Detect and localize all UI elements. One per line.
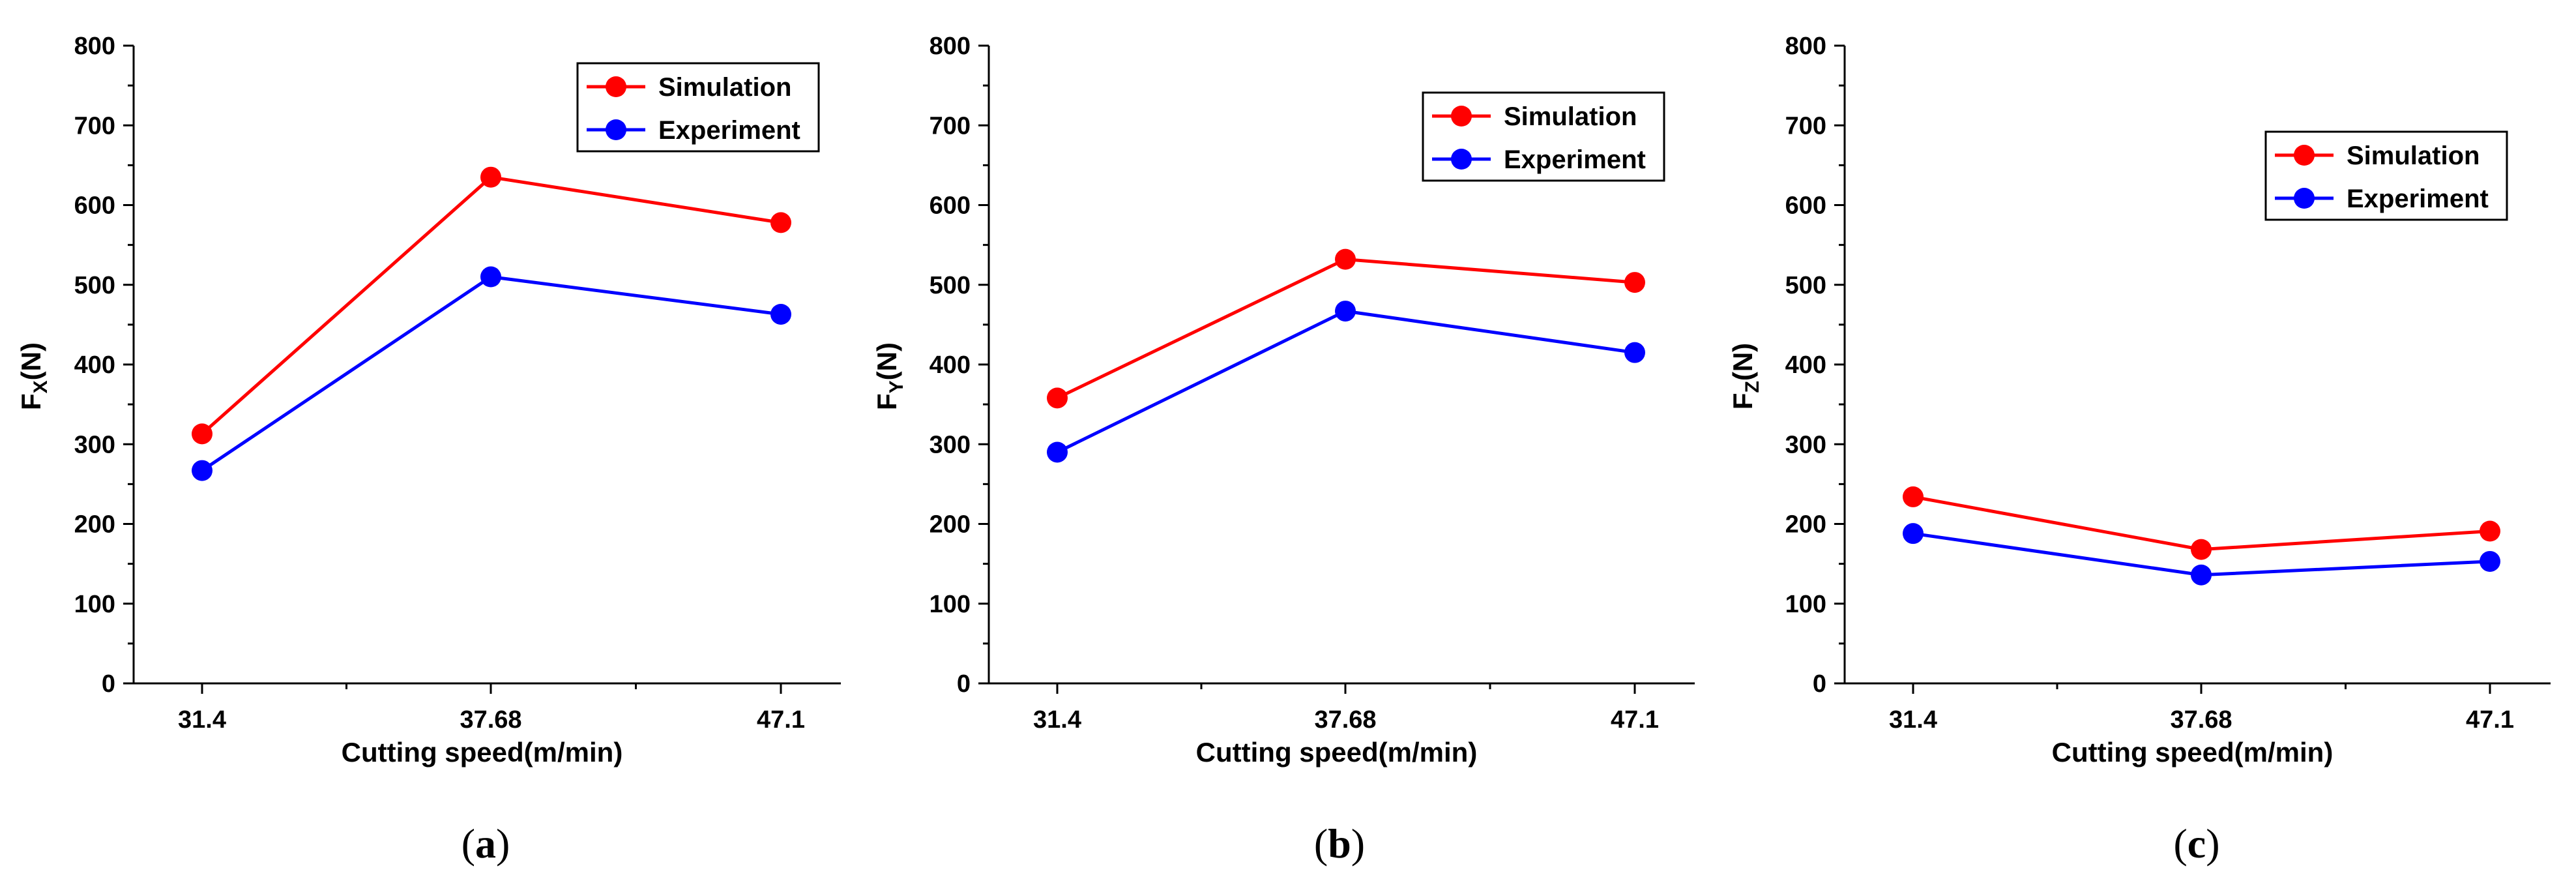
y-axis-label: FZ(N) [1727, 343, 1763, 410]
y-tick-label: 400 [1785, 351, 1826, 379]
series-line-experiment [1056, 309, 1635, 454]
x-axis-label: Cutting speed(m/min) [342, 737, 623, 767]
x-tick-label: 47.1 [1611, 706, 1659, 734]
y-tick-label: 600 [929, 192, 971, 220]
x-tick-label: 37.68 [2170, 706, 2232, 734]
panel-caption: (a) [461, 820, 510, 867]
legend-marker-experiment [606, 119, 626, 140]
panel-caption: (b) [1314, 820, 1365, 867]
data-point-simulation [1335, 248, 1356, 270]
data-point-simulation [770, 212, 791, 233]
legend-marker-simulation [606, 76, 626, 97]
data-point-experiment [192, 460, 212, 481]
x-axis-label: Cutting speed(m/min) [1196, 737, 1478, 767]
y-tick-label: 800 [74, 33, 115, 60]
y-axis-label: FX(N) [16, 342, 51, 410]
legend-label-experiment: Experiment [2347, 185, 2489, 213]
x-axis-label: Cutting speed(m/min) [2052, 737, 2334, 767]
data-point-simulation [1624, 272, 1645, 293]
data-point-simulation [1903, 486, 1924, 507]
x-tick-label: 37.68 [1314, 706, 1376, 734]
data-point-experiment [1903, 523, 1924, 544]
y-tick-label: 200 [929, 511, 971, 539]
y-tick-label: 0 [957, 670, 971, 698]
y-tick-label: 600 [1785, 192, 1826, 220]
legend-label-simulation: Simulation [658, 73, 791, 102]
y-tick-label: 200 [74, 511, 115, 539]
y-tick-label: 400 [74, 351, 115, 379]
data-point-experiment [770, 303, 791, 325]
legend-label-experiment: Experiment [1504, 145, 1646, 174]
legend-marker-experiment [1451, 149, 1472, 170]
chart-panel-c: 0 100 200 300 400 500 600 700 800 31.4 37.68 47.1 Cu… [1727, 33, 2551, 867]
data-point-experiment [1624, 342, 1645, 363]
data-point-experiment [1047, 441, 1068, 463]
data-point-experiment [480, 266, 501, 288]
y-tick-label: 100 [929, 591, 971, 618]
panel-caption: (c) [2173, 820, 2219, 867]
x-tick-label: 31.4 [1889, 706, 1937, 734]
y-axis-label: FY(N) [871, 342, 907, 410]
data-point-simulation [2191, 539, 2212, 560]
legend-marker-experiment [2294, 188, 2315, 209]
y-tick-label: 500 [1785, 272, 1826, 299]
y-tick-label: 500 [929, 272, 971, 299]
legend-label-simulation: Simulation [2347, 142, 2480, 170]
series-line-simulation [1056, 258, 1635, 400]
chart-panel-a: 0 100 200 300 400 500 600 700 800 31.4 37.68 47.1 Cu… [16, 33, 841, 867]
data-point-simulation [2480, 520, 2500, 542]
y-tick-label: 300 [929, 431, 971, 458]
y-tick-label: 700 [929, 112, 971, 140]
y-tick-label: 300 [1785, 431, 1826, 458]
data-point-simulation [192, 423, 212, 445]
series-line-simulation [201, 175, 782, 436]
x-tick-label: 31.4 [178, 706, 226, 734]
y-tick-label: 800 [929, 33, 971, 60]
legend-label-simulation: Simulation [1504, 102, 1637, 131]
y-tick-label: 100 [74, 591, 115, 618]
chart-panel-b: 0 100 200 300 400 500 600 700 800 31.4 37.68 47.1 Cu… [871, 33, 1695, 867]
y-tick-label: 700 [1785, 112, 1826, 140]
data-point-experiment [2191, 564, 2212, 586]
data-point-simulation [480, 166, 501, 188]
y-tick-label: 0 [1813, 670, 1826, 698]
y-tick-label: 600 [74, 192, 115, 220]
y-tick-label: 0 [102, 670, 115, 698]
y-tick-label: 500 [74, 272, 115, 299]
legend-marker-simulation [2294, 145, 2315, 166]
x-tick-label: 37.68 [460, 706, 521, 734]
y-tick-label: 800 [1785, 33, 1826, 60]
x-tick-label: 47.1 [2466, 706, 2514, 734]
legend-label-experiment: Experiment [658, 116, 800, 145]
y-tick-label: 200 [1785, 511, 1826, 539]
series-line-experiment [201, 275, 782, 472]
y-tick-label: 100 [1785, 591, 1826, 618]
legend-marker-simulation [1451, 106, 1472, 127]
x-tick-label: 31.4 [1033, 706, 1081, 734]
y-tick-label: 300 [74, 431, 115, 458]
data-point-simulation [1047, 387, 1068, 409]
y-tick-label: 400 [929, 351, 971, 379]
data-point-experiment [2480, 550, 2500, 572]
y-tick-label: 700 [74, 112, 115, 140]
x-tick-label: 47.1 [757, 706, 805, 734]
data-point-experiment [1335, 301, 1356, 322]
